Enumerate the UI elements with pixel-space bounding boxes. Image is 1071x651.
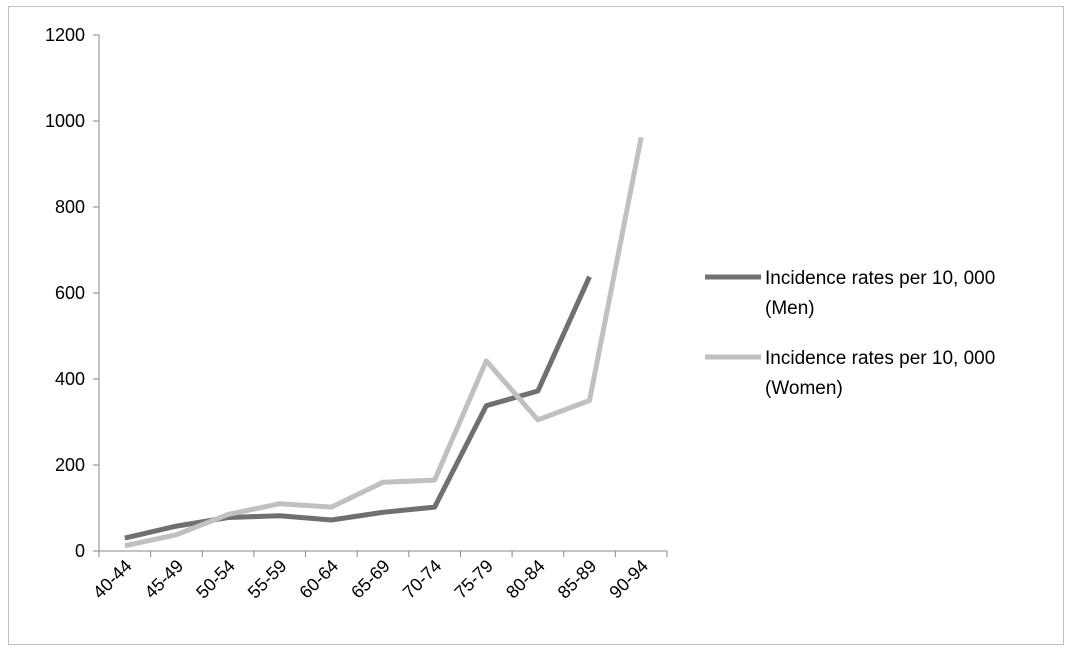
x-axis-ticks: 40-44 45-49 50-54 55-59 60-64 65-69 70-74 75-79…: [89, 551, 668, 603]
y-tick-label: 200: [55, 455, 85, 475]
y-tick-label: 1200: [45, 25, 85, 45]
x-tick-label: 60-64: [295, 556, 342, 603]
y-tick-label: 1000: [45, 111, 85, 131]
legend-label-0: (Men): [765, 298, 815, 319]
legend-label-1: Incidence rates per 10, 000: [765, 348, 995, 369]
chart-frame: 0 200 400 600 800 1000 1200 40-44 45-49 50-54 55-…: [8, 6, 1064, 645]
y-tick-label: 800: [55, 197, 85, 217]
x-tick-label: 75-79: [450, 556, 497, 603]
series-line-0: [124, 275, 592, 541]
series-lines: [124, 136, 644, 549]
x-tick-label: 80-84: [502, 556, 549, 603]
y-axis-ticks: 0 200 400 600 800 1000 1200: [45, 25, 99, 561]
y-tick-label: 600: [55, 283, 85, 303]
x-tick-label: 45-49: [141, 556, 188, 603]
x-tick-label: 85-89: [554, 556, 601, 603]
y-tick-label: 400: [55, 369, 85, 389]
legend: Incidence rates per 10, 000 (Men) Incidenc…: [705, 268, 995, 399]
x-tick-label: 40-44: [89, 556, 136, 603]
legend-label-1: (Women): [765, 378, 843, 399]
x-tick-label: 50-54: [192, 556, 239, 603]
y-tick-label: 0: [75, 541, 85, 561]
x-tick-label: 55-59: [244, 556, 291, 603]
series-line-1: [124, 136, 644, 549]
x-tick-label: 70-74: [399, 556, 446, 603]
x-tick-label: 65-69: [347, 556, 394, 603]
legend-label-0: Incidence rates per 10, 000: [765, 268, 995, 289]
x-tick-label: 90-94: [605, 556, 652, 603]
line-chart: 0 200 400 600 800 1000 1200 40-44 45-49 50-54 55-…: [45, 25, 995, 603]
